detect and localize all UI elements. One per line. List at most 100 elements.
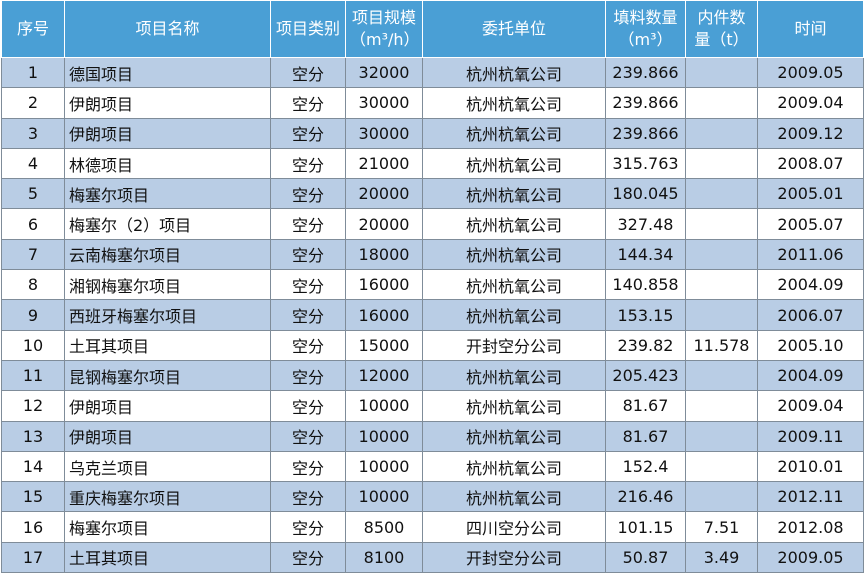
table-cell xyxy=(685,299,758,331)
table-cell: 6 xyxy=(1,208,65,240)
table-cell: 315.763 xyxy=(605,147,686,180)
table-row: 4 林德项目 空分 21000 杭州杭氧公司 315.763 2008.07 xyxy=(1,147,864,180)
table-cell: 四川空分公司 xyxy=(422,511,606,543)
table-cell: 7.51 xyxy=(685,511,758,543)
table-cell: 8500 xyxy=(345,511,423,543)
table-row: 9 西班牙梅塞尔项目 空分 16000 杭州杭氧公司 153.15 2006.07 xyxy=(1,299,864,331)
table-cell: 梅塞尔项目 xyxy=(64,178,271,210)
table-cell: 空分 xyxy=(270,178,346,210)
table-cell: 2006.07 xyxy=(757,299,864,331)
table-cell: 30000 xyxy=(345,87,423,119)
table-cell: 10000 xyxy=(345,390,423,422)
table-cell: 土耳其项目 xyxy=(64,541,271,574)
table-cell: 梅塞尔（2）项目 xyxy=(64,208,271,240)
table-cell: 15000 xyxy=(345,329,423,361)
table-cell: 10000 xyxy=(345,481,423,513)
table-cell: 杭州杭氧公司 xyxy=(422,450,606,483)
table-cell: 2009.05 xyxy=(757,541,864,574)
table-cell: 239.866 xyxy=(605,87,686,119)
header-cell: 时间 xyxy=(757,1,864,58)
table-cell: 239.866 xyxy=(605,117,686,149)
table-cell: 2 xyxy=(1,87,65,119)
table-cell: 10000 xyxy=(345,450,423,483)
table-cell: 4 xyxy=(1,147,65,180)
table-cell: 81.67 xyxy=(605,420,686,452)
table-cell: 空分 xyxy=(270,359,346,392)
header-text: 项目名称 xyxy=(135,19,200,38)
table-cell xyxy=(685,147,758,180)
table-cell: 20000 xyxy=(345,208,423,240)
table-row: 7 云南梅塞尔项目 空分 18000 杭州杭氧公司 144.34 2011.06 xyxy=(1,238,864,271)
table-cell: 杭州杭氧公司 xyxy=(422,420,606,452)
table-cell: 林德项目 xyxy=(64,147,271,180)
table-cell: 杭州杭氧公司 xyxy=(422,299,606,331)
table-cell: 17 xyxy=(1,541,65,574)
table-cell: 杭州杭氧公司 xyxy=(422,481,606,513)
table-cell: 杭州杭氧公司 xyxy=(422,269,606,301)
table-cell: 湘钢梅塞尔项目 xyxy=(64,269,271,301)
table-cell: 239.82 xyxy=(605,329,686,361)
table-cell: 空分 xyxy=(270,329,346,361)
header-text: 项目类别 xyxy=(275,19,340,38)
table-cell: 乌克兰项目 xyxy=(64,450,271,483)
table-cell: 2004.09 xyxy=(757,269,864,301)
table-cell: 空分 xyxy=(270,450,346,483)
header-cell: 项目类别 xyxy=(270,1,346,58)
table-cell: 16000 xyxy=(345,299,423,331)
table-cell: 杭州杭氧公司 xyxy=(422,56,606,89)
table-cell: 180.045 xyxy=(605,178,686,210)
header-text: 序号 xyxy=(16,19,49,38)
table-row: 14 乌克兰项目 空分 10000 杭州杭氧公司 152.4 2010.01 xyxy=(1,450,864,483)
table-cell: 空分 xyxy=(270,299,346,331)
table-cell: 2009.04 xyxy=(757,390,864,422)
table-cell: 伊朗项目 xyxy=(64,420,271,452)
table-cell xyxy=(685,481,758,513)
table-cell xyxy=(685,238,758,271)
table-cell: 杭州杭氧公司 xyxy=(422,117,606,149)
header-cell: 项目名称 xyxy=(64,1,271,58)
table-cell: 18000 xyxy=(345,238,423,271)
table-cell: 2011.06 xyxy=(757,238,864,271)
table-cell: 152.4 xyxy=(605,450,686,483)
header-cell: 委托单位 xyxy=(422,1,606,58)
table-cell: 7 xyxy=(1,238,65,271)
table-cell: 21000 xyxy=(345,147,423,180)
table-cell: 开封空分公司 xyxy=(422,329,606,361)
table-cell: 216.46 xyxy=(605,481,686,513)
table-cell: 9 xyxy=(1,299,65,331)
table-cell: 32000 xyxy=(345,56,423,89)
table-cell: 杭州杭氧公司 xyxy=(422,87,606,119)
table-cell: 杭州杭氧公司 xyxy=(422,208,606,240)
table-cell: 德国项目 xyxy=(64,56,271,89)
table-row: 5 梅塞尔项目 空分 20000 杭州杭氧公司 180.045 2005.01 xyxy=(1,178,864,210)
table-cell: 13 xyxy=(1,420,65,452)
table-cell: 16 xyxy=(1,511,65,543)
table-cell: 8100 xyxy=(345,541,423,574)
table-cell: 11.578 xyxy=(685,329,758,361)
table-cell: 重庆梅塞尔项目 xyxy=(64,481,271,513)
table-cell: 2005.01 xyxy=(757,178,864,210)
table-cell: 空分 xyxy=(270,147,346,180)
table-cell: 空分 xyxy=(270,420,346,452)
table-row: 8 湘钢梅塞尔项目 空分 16000 杭州杭氧公司 140.858 2004.09 xyxy=(1,269,864,301)
table-cell: 空分 xyxy=(270,481,346,513)
table-cell: 12000 xyxy=(345,359,423,392)
table-cell: 杭州杭氧公司 xyxy=(422,238,606,271)
header-cell: 填料数量（m³） xyxy=(605,1,686,58)
table-cell: 空分 xyxy=(270,390,346,422)
table-cell: 140.858 xyxy=(605,269,686,301)
header-text: 项目规模（m³/h） xyxy=(350,8,418,49)
table-cell: 144.34 xyxy=(605,238,686,271)
table-cell: 15 xyxy=(1,481,65,513)
table-cell: 土耳其项目 xyxy=(64,329,271,361)
table-cell: 伊朗项目 xyxy=(64,87,271,119)
header-text: 填料数量（m³） xyxy=(613,8,678,49)
table-cell: 8 xyxy=(1,269,65,301)
table-cell: 杭州杭氧公司 xyxy=(422,359,606,392)
table-cell: 伊朗项目 xyxy=(64,390,271,422)
table-cell: 3.49 xyxy=(685,541,758,574)
table-cell: 2010.01 xyxy=(757,450,864,483)
table-cell: 11 xyxy=(1,359,65,392)
table-cell: 空分 xyxy=(270,56,346,89)
table-cell: 2005.07 xyxy=(757,208,864,240)
